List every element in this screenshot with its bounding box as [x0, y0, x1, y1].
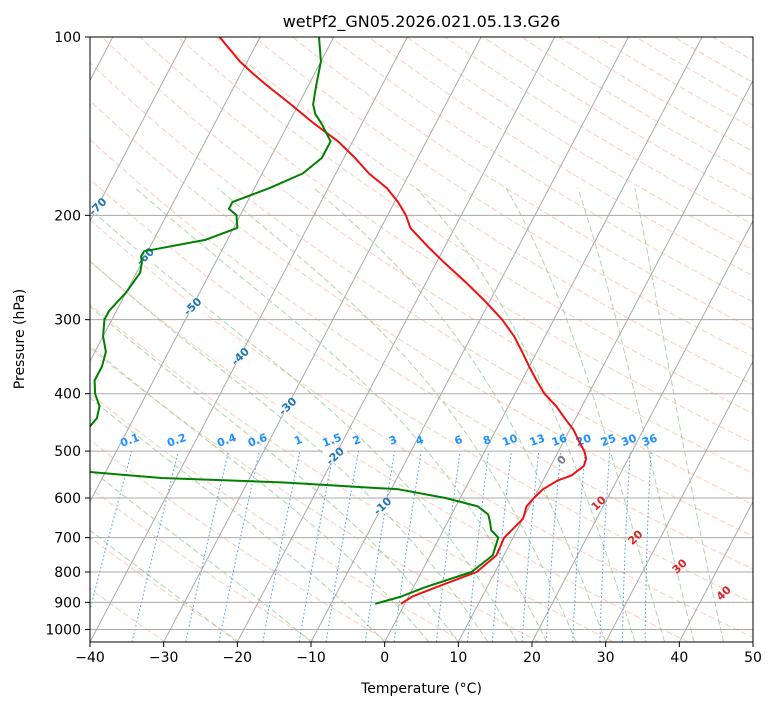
- chart-title: wetPf2_GN05.2026.021.05.13.G26: [283, 12, 561, 32]
- x-tick-label: 10: [449, 650, 467, 666]
- x-tick-label: 30: [597, 650, 615, 666]
- y-tick-label: 200: [54, 208, 81, 224]
- y-tick-label: 700: [54, 531, 81, 547]
- x-axis-label: Temperature (°C): [360, 681, 482, 697]
- y-tick-label: 600: [54, 491, 81, 507]
- y-tick-label: 800: [54, 565, 81, 581]
- y-tick-label: 100: [54, 30, 81, 46]
- x-tick-label: −40: [75, 650, 105, 666]
- x-tick-label: 0: [380, 650, 389, 666]
- x-tick-label: −30: [149, 650, 179, 666]
- y-axis-label: Pressure (hPa): [12, 289, 28, 389]
- x-tick-label: 20: [523, 650, 541, 666]
- x-tick-label: −10: [296, 650, 326, 666]
- y-tick-label: 1000: [45, 622, 81, 638]
- y-tick-label: 900: [54, 595, 81, 611]
- y-tick-label: 500: [54, 444, 81, 460]
- y-tick-label: 400: [54, 387, 81, 403]
- x-tick-label: 50: [744, 650, 762, 666]
- x-tick-label: 40: [670, 650, 688, 666]
- y-tick-label: 300: [54, 313, 81, 329]
- x-tick-label: −20: [223, 650, 253, 666]
